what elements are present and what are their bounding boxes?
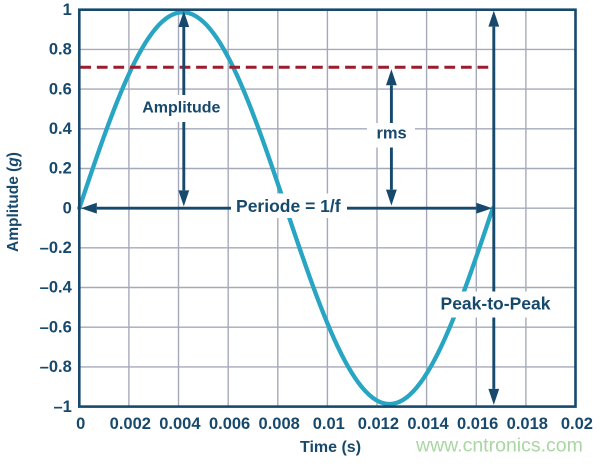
svg-text:0.02: 0.02 [561,415,593,433]
svg-text:0.2: 0.2 [49,160,72,178]
svg-text:0.006: 0.006 [209,415,250,433]
svg-text:0.012: 0.012 [358,415,399,433]
svg-text:0.014: 0.014 [407,415,449,433]
svg-text:–0.4: –0.4 [40,279,73,297]
svg-text:Periode = 1/f: Periode = 1/f [236,196,341,216]
svg-text:0.016: 0.016 [457,415,498,433]
svg-text:–0.6: –0.6 [40,318,72,336]
svg-text:0.01: 0.01 [313,415,345,433]
svg-text:0: 0 [76,415,85,433]
svg-text:0: 0 [63,199,72,217]
svg-text:–1: –1 [53,398,71,416]
svg-text:Amplitude (g): Amplitude (g) [5,152,22,252]
svg-text:1: 1 [63,1,72,19]
svg-text:0.6: 0.6 [49,80,72,98]
svg-text:–0.8: –0.8 [40,358,72,376]
svg-text:0.8: 0.8 [49,41,72,59]
svg-text:Amplitude: Amplitude [142,99,220,116]
svg-text:0.4: 0.4 [49,120,73,138]
svg-text:0.004: 0.004 [159,415,201,433]
svg-text:0.002: 0.002 [110,415,151,433]
svg-text:Peak-to-Peak: Peak-to-Peak [441,294,551,314]
svg-text:0.008: 0.008 [259,415,300,433]
svg-text:–0.2: –0.2 [40,239,72,257]
svg-text:www.cntronics.com: www.cntronics.com [415,435,583,457]
svg-text:rms: rms [376,125,406,143]
svg-text:0.018: 0.018 [507,415,548,433]
svg-text:Time (s): Time (s) [300,439,361,456]
